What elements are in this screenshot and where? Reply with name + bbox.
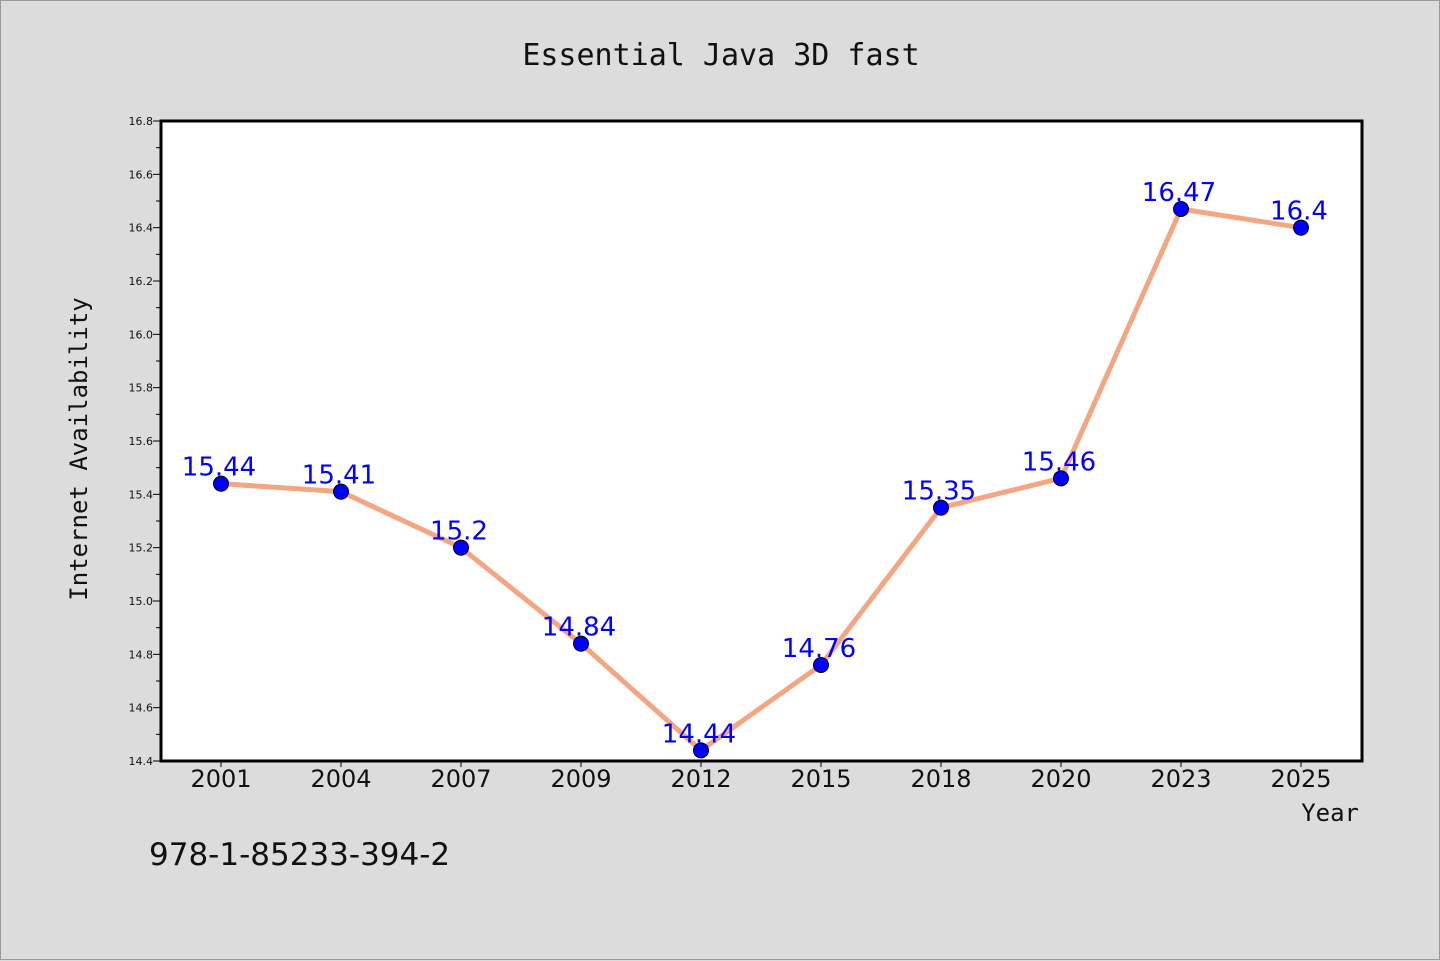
y-axis-title: Internet Availability (65, 297, 93, 600)
data-label: 15.46 (1022, 447, 1096, 477)
y-tick-label: 14.6 (129, 702, 154, 715)
y-tick-label: 16.2 (129, 275, 154, 288)
data-point-marker (453, 539, 469, 556)
data-label-layer: 15.44 15.41 15.2 14.84 14.44 14.76 15.35 15.46 1… (182, 178, 1328, 749)
plot-area (159, 119, 1364, 763)
data-label: 15.35 (902, 477, 976, 507)
y-tick-label: 15.8 (129, 382, 154, 395)
data-point-marker (693, 742, 709, 759)
y-tick-label: 15.4 (129, 488, 154, 501)
data-label: 16.4 (1270, 197, 1328, 227)
series-line (218, 206, 1304, 753)
data-point-marker (333, 483, 349, 500)
data-label: 15.41 (302, 461, 376, 491)
data-point-marker (813, 657, 829, 673)
x-tick-label: 2004 (310, 765, 371, 793)
x-axis: 2001 2004 2007 2009 2012 2015 2018 2020 2023 2025 (190, 761, 1332, 793)
y-tick-label: 15.2 (129, 542, 154, 555)
data-label: 15.44 (182, 453, 256, 483)
y-tick-label: 15.0 (129, 595, 154, 608)
data-point-marker (1293, 219, 1309, 236)
isbn-text: 978-1-85233-394-2 (149, 837, 450, 873)
x-tick-label: 2018 (910, 765, 971, 793)
data-point-marker (573, 635, 589, 652)
data-label: 14.76 (782, 634, 856, 664)
data-point-marker (213, 475, 229, 492)
x-tick-label: 2001 (190, 765, 251, 793)
y-tick-label: 14.8 (129, 648, 154, 661)
data-label: 14.44 (662, 719, 736, 749)
x-tick-label: 2009 (550, 765, 611, 793)
y-tick-label: 14.4 (129, 755, 154, 768)
data-point-marker (1173, 201, 1189, 217)
x-tick-label: 2012 (670, 765, 731, 793)
data-label: 16.47 (1142, 178, 1216, 208)
chart-title: Essential Java 3D fast (522, 38, 919, 73)
y-tick-label: 16.8 (129, 115, 154, 128)
series-line-layer (218, 206, 1304, 753)
data-point-marker (933, 499, 949, 516)
x-tick-label: 2023 (1150, 765, 1211, 793)
data-label: 14.84 (542, 613, 616, 643)
x-tick-label: 2025 (1270, 765, 1331, 793)
x-tick-label: 2007 (430, 765, 491, 793)
y-tick-label: 16.6 (129, 168, 154, 181)
data-point-marker (1053, 470, 1069, 487)
y-tick-label: 16.0 (129, 328, 154, 341)
y-tick-label: 16.4 (129, 222, 154, 235)
data-label: 15.2 (430, 517, 488, 547)
x-tick-label: 2020 (1030, 765, 1091, 793)
x-tick-label: 2015 (790, 765, 851, 793)
y-tick-label: 15.6 (129, 435, 154, 448)
marker-layer (213, 201, 1309, 759)
y-axis: 14.4 14.6 14.8 15.0 15.2 15.4 15.6 15.8 16.0 16.2… (129, 115, 161, 768)
x-axis-title: Year (1301, 799, 1359, 827)
